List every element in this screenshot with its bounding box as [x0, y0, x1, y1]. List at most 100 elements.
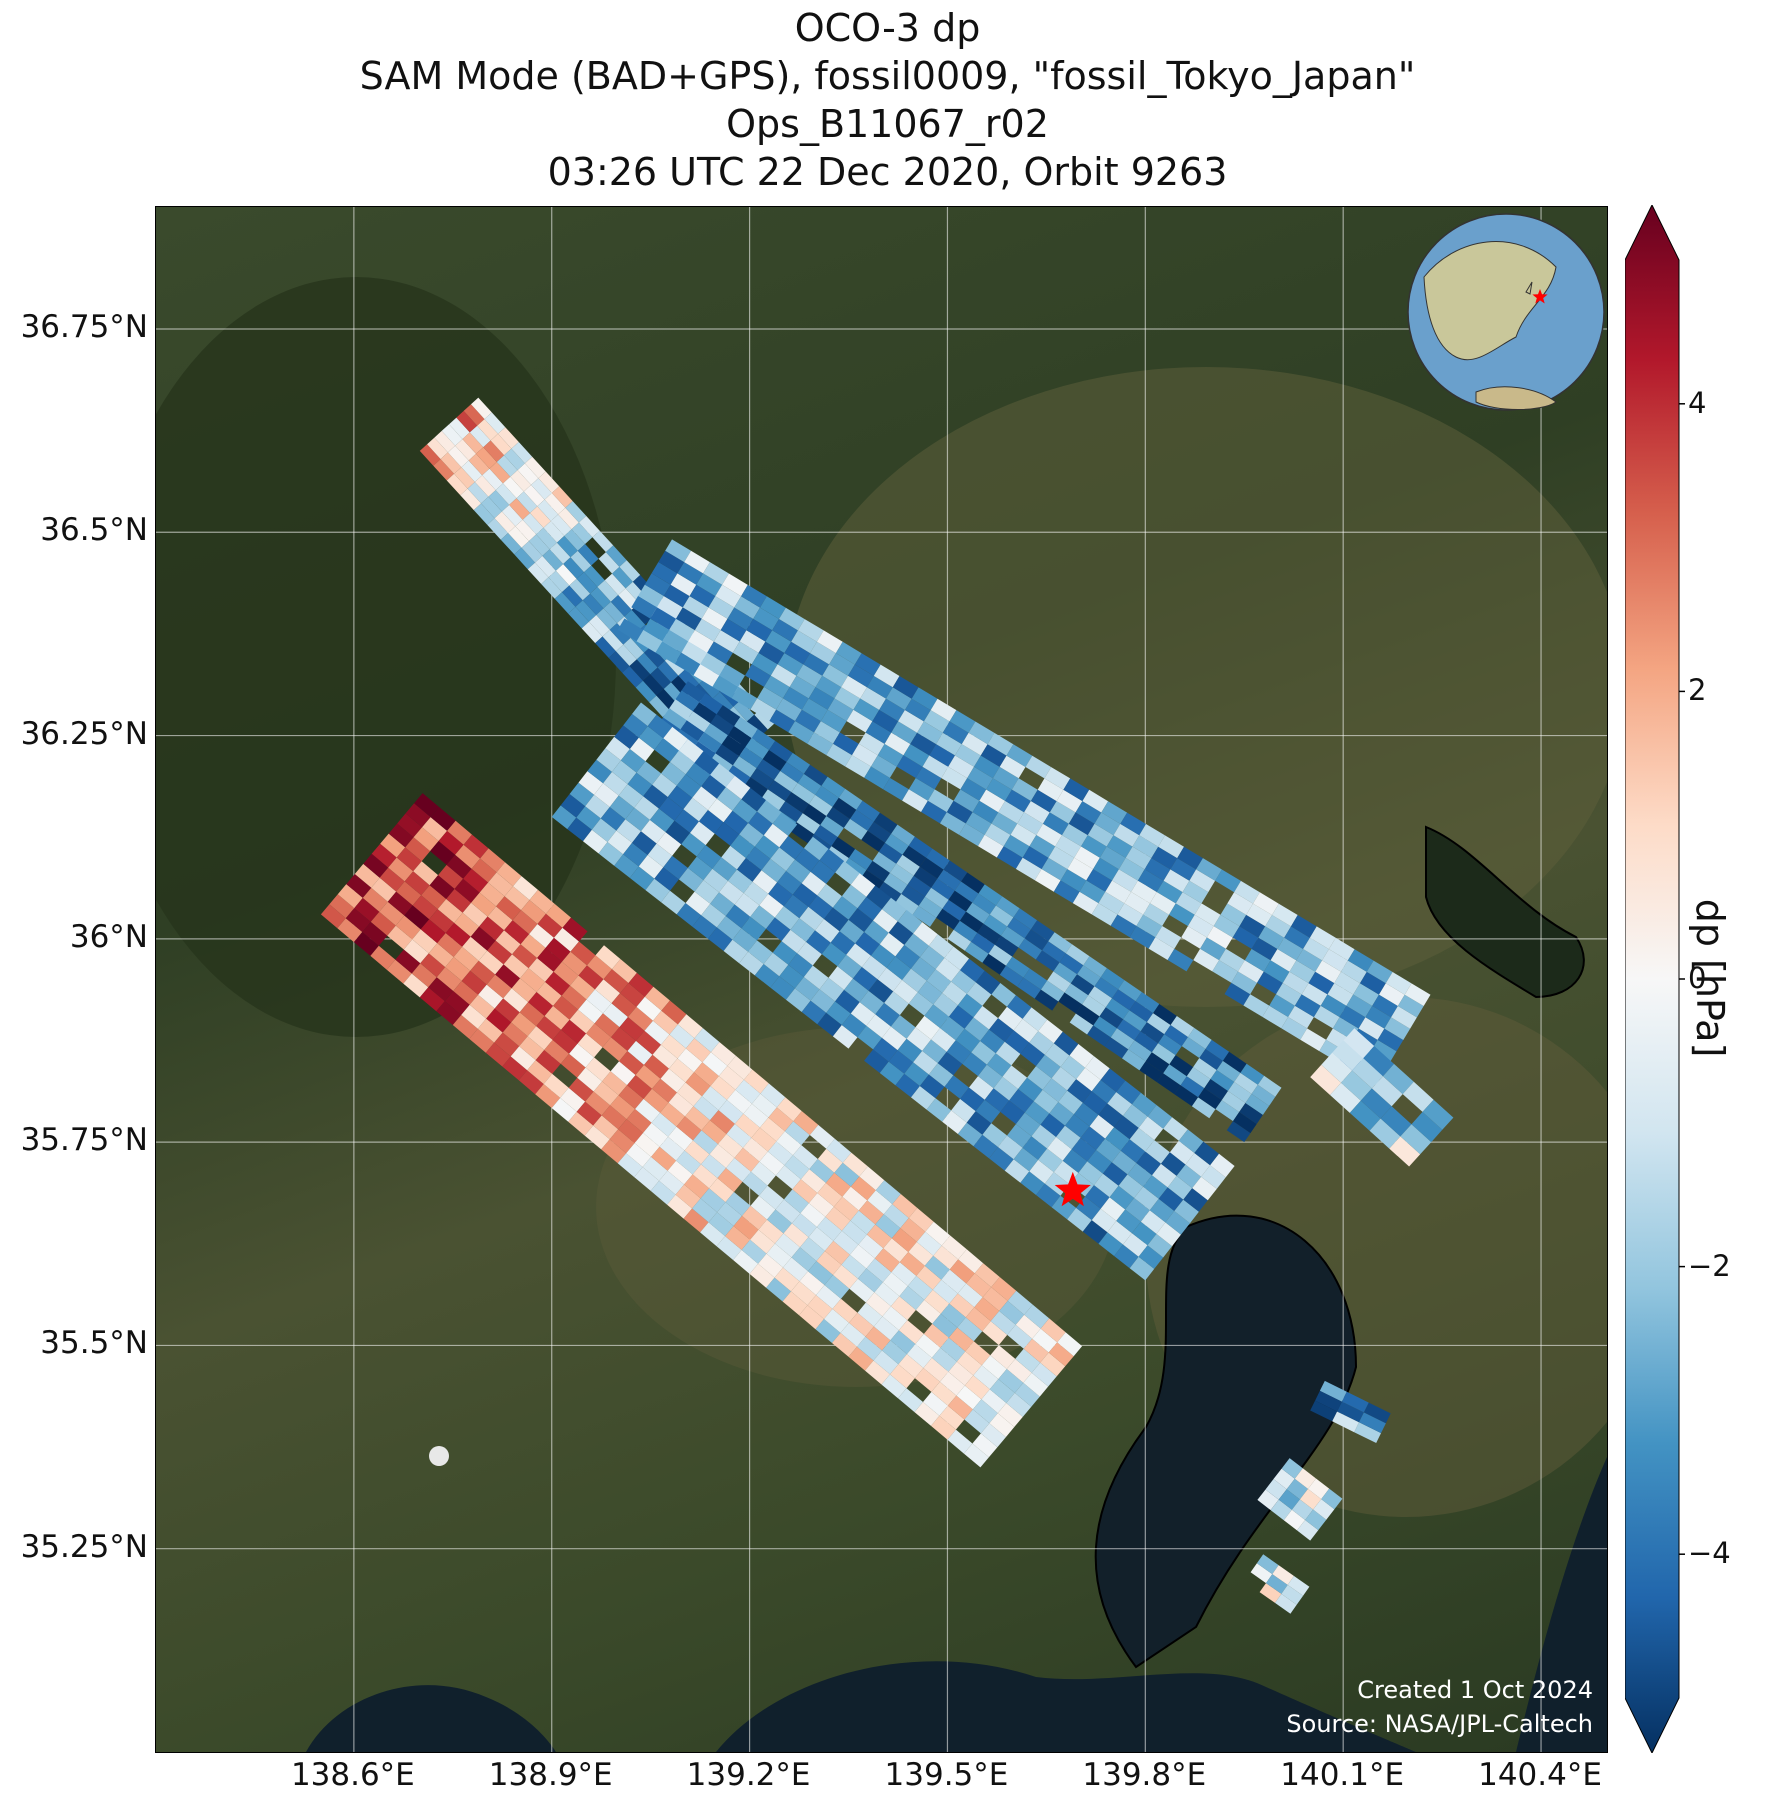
dp-sounding	[801, 698, 828, 722]
dp-sounding	[546, 903, 571, 928]
dp-sounding	[744, 777, 768, 799]
dp-sounding	[486, 1008, 512, 1033]
dp-sounding	[1075, 801, 1102, 824]
dp-sounding	[622, 666, 643, 688]
dp-sounding	[791, 630, 817, 654]
dp-sounding	[1185, 1153, 1211, 1177]
dp-sounding	[665, 820, 691, 845]
dp-sounding	[437, 933, 463, 957]
dp-sounding	[833, 1196, 859, 1221]
dp-sounding	[882, 1340, 907, 1365]
dp-sounding	[972, 1399, 998, 1424]
lat-tick-label: 36.75°N	[20, 308, 148, 345]
dp-sounding	[551, 805, 577, 830]
dp-sounding	[743, 881, 769, 906]
dp-sounding	[1273, 1468, 1295, 1490]
dp-sounding	[759, 1117, 785, 1142]
dp-sounding	[1082, 789, 1109, 813]
dp-sounding	[654, 867, 679, 891]
dp-sounding	[461, 970, 487, 995]
dp-sounding	[503, 988, 529, 1013]
dp-sounding	[850, 873, 876, 897]
dp-sounding	[814, 721, 840, 744]
dp-sounding	[732, 756, 757, 778]
dp-sounding	[478, 950, 504, 975]
dp-sounding	[974, 1263, 1000, 1288]
dp-sounding	[1158, 1034, 1182, 1056]
dp-sounding	[528, 534, 550, 556]
dp-sounding	[731, 686, 758, 710]
dp-sounding	[954, 881, 979, 903]
dp-sounding	[716, 1236, 742, 1260]
dp-sounding	[1002, 1065, 1028, 1089]
dp-sounding	[604, 573, 626, 595]
dp-sounding	[636, 761, 662, 785]
dp-sounding	[1038, 1019, 1063, 1044]
dp-sounding	[861, 955, 887, 980]
dp-sounding	[669, 1058, 694, 1083]
dp-sounding	[473, 503, 495, 525]
dp-sounding	[483, 440, 505, 462]
dp-sounding	[1091, 903, 1118, 926]
dp-sounding	[800, 1169, 826, 1193]
dp-sounding	[1068, 812, 1095, 836]
dp-sounding	[908, 836, 933, 858]
dp-sounding	[427, 437, 448, 460]
dp-sounding	[598, 842, 624, 866]
dp-sounding	[437, 899, 463, 923]
dp-sounding	[527, 562, 549, 584]
dp-sounding	[463, 834, 489, 859]
dp-sounding	[733, 1215, 759, 1240]
dp-sounding	[591, 818, 617, 842]
dp-sounding	[440, 452, 462, 474]
dp-sounding	[568, 606, 589, 629]
dp-sounding	[792, 1179, 818, 1204]
dp-sounding	[817, 1148, 843, 1173]
dp-sounding	[1370, 1039, 1397, 1063]
dp-sounding	[624, 609, 646, 632]
dp-sounding	[670, 750, 695, 775]
dp-sounding	[521, 541, 543, 563]
dp-sounding	[770, 847, 795, 871]
dp-sounding	[602, 1071, 628, 1096]
dp-sounding	[848, 664, 874, 688]
dp-sounding	[1104, 1037, 1129, 1059]
dp-sounding	[685, 762, 711, 787]
dp-sounding	[445, 957, 471, 981]
dp-sounding	[535, 555, 556, 578]
dp-sounding	[649, 808, 675, 833]
dp-sounding	[520, 934, 546, 958]
dp-sounding	[1075, 1004, 1100, 1026]
dp-sounding	[958, 1249, 984, 1274]
dp-sounding	[807, 1295, 833, 1319]
dp-sounding	[835, 641, 862, 665]
dp-sounding	[668, 1126, 693, 1151]
dp-sounding	[487, 906, 513, 931]
map-gridlines	[156, 207, 1607, 1752]
dp-sounding	[628, 1006, 653, 1031]
dp-sounding	[527, 1026, 553, 1050]
dp-sounding	[601, 1105, 627, 1130]
map-panel[interactable]: Created 1 Oct 2024 Source: NASA/JPL-Calt…	[155, 206, 1608, 1753]
dp-sounding	[560, 794, 586, 818]
dp-sounding	[678, 867, 704, 892]
title-line-1: OCO-3 dp	[794, 6, 981, 50]
dp-sounding	[722, 573, 748, 597]
dp-sounding	[721, 735, 746, 757]
dp-sounding	[980, 1029, 1005, 1054]
dp-sounding	[820, 709, 847, 733]
dp-sounding	[484, 412, 506, 434]
dp-sounding	[953, 920, 978, 942]
dp-sounding	[687, 856, 713, 881]
dp-sounding	[857, 1336, 882, 1361]
dp-sounding	[584, 565, 605, 587]
dp-sounding	[586, 989, 612, 1014]
dp-sounding	[454, 467, 475, 489]
dp-sounding	[614, 725, 639, 749]
dp-sounding	[1044, 767, 1071, 790]
dp-sounding	[925, 1221, 951, 1246]
dp-sounding	[578, 999, 603, 1024]
dp-sounding	[610, 595, 632, 617]
dp-sounding	[1256, 1554, 1279, 1575]
dp-sounding	[996, 896, 1020, 918]
